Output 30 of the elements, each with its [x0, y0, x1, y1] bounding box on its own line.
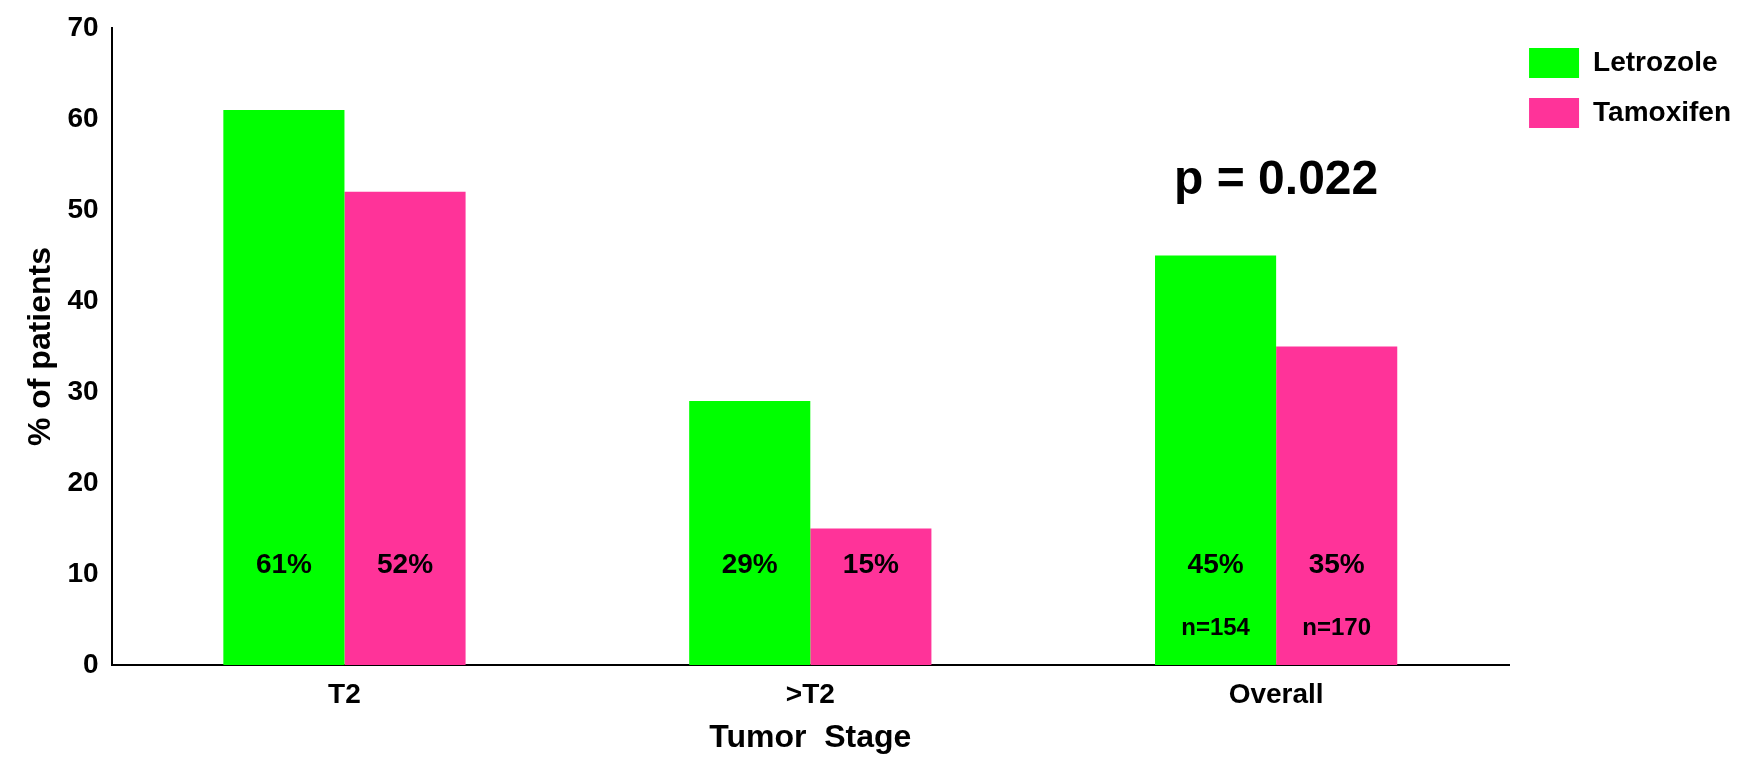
- y-tick-label: 0: [82, 647, 99, 679]
- y-tick-label: 30: [67, 374, 99, 406]
- legend-label: Letrozole: [1593, 45, 1718, 77]
- annotation: n=154: [1181, 613, 1251, 641]
- data-label: 61%: [255, 547, 313, 579]
- data-label: 52%: [377, 547, 434, 579]
- bar: [689, 401, 811, 665]
- legend-label: Tamoxifen: [1593, 95, 1731, 127]
- y-tick-label: 20: [67, 465, 99, 497]
- x-axis-title: Tumor Stage: [709, 717, 912, 754]
- x-tick-label: >T2: [785, 677, 835, 709]
- y-tick-label: 50: [67, 192, 99, 224]
- data-label: 35%: [1308, 547, 1365, 579]
- annotation: p = 0.022: [1174, 151, 1379, 205]
- bar: [1276, 346, 1398, 665]
- data-label: 45%: [1187, 547, 1244, 579]
- bar: [344, 191, 466, 665]
- x-tick-label: Overall: [1228, 677, 1324, 709]
- data-label: 15%: [842, 547, 899, 579]
- x-tick-label: T2: [328, 677, 361, 709]
- y-tick-label: 60: [67, 101, 99, 133]
- y-tick-label: 40: [67, 283, 99, 315]
- bar: [810, 528, 932, 665]
- y-tick-label: 10: [67, 556, 99, 588]
- bar: [1155, 255, 1277, 665]
- y-axis-title: % of patients: [21, 246, 58, 447]
- bar: [223, 109, 345, 665]
- y-tick-label: 70: [67, 10, 99, 42]
- data-label: 29%: [721, 547, 778, 579]
- annotation: n=170: [1302, 613, 1372, 641]
